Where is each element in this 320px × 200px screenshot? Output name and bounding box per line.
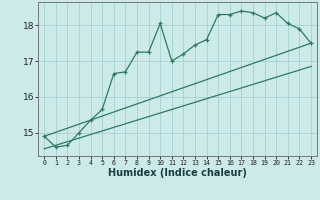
X-axis label: Humidex (Indice chaleur): Humidex (Indice chaleur) xyxy=(108,168,247,178)
